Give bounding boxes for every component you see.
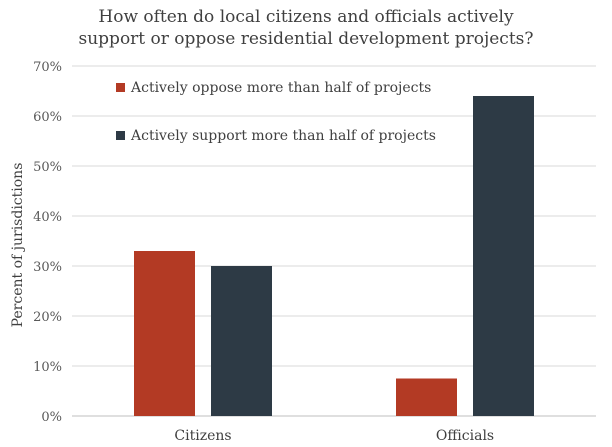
bar-officials-series-2 — [473, 96, 534, 416]
legend-label: Actively oppose more than half of projec… — [130, 80, 431, 96]
legend-swatch — [116, 83, 125, 92]
x-category-label: Officials — [436, 428, 494, 444]
y-tick-label: 30% — [33, 260, 62, 275]
y-axis-ticks: 0% 10% 20% 30% 40% 50% 60% 70% — [33, 60, 62, 425]
legend-swatch — [116, 131, 125, 140]
y-tick-label: 10% — [33, 360, 62, 375]
chart-title-line-1: How often do local citizens and official… — [98, 7, 514, 27]
y-tick-label: 50% — [33, 160, 62, 175]
y-tick-label: 60% — [33, 110, 62, 125]
y-tick-label: 70% — [33, 60, 62, 75]
y-tick-label: 20% — [33, 310, 62, 325]
y-tick-label: 40% — [33, 210, 62, 225]
bar-officials-series-1 — [396, 378, 457, 416]
x-category-label: Citizens — [174, 428, 231, 444]
bar-citizens-series-1 — [134, 251, 195, 416]
chart-title: How often do local citizens and official… — [0, 6, 612, 50]
x-axis-categories: Citizens Officials — [174, 428, 494, 444]
bars — [134, 96, 534, 416]
chart-title-line-2: support or oppose residential developmen… — [78, 29, 534, 49]
y-axis-label: Percent of jurisdictions — [10, 163, 26, 328]
legend-label: Actively support more than half of proje… — [130, 128, 436, 144]
bar-citizens-series-2 — [211, 266, 272, 416]
y-tick-label: 0% — [41, 410, 62, 425]
legend: Actively oppose more than half of projec… — [116, 80, 436, 144]
